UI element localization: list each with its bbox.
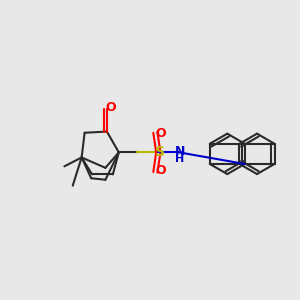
Text: S: S: [155, 146, 165, 159]
Text: O: O: [105, 101, 116, 114]
Text: O: O: [155, 164, 166, 177]
Text: O: O: [155, 128, 166, 140]
Text: H: H: [175, 154, 184, 164]
Text: N: N: [175, 145, 185, 158]
